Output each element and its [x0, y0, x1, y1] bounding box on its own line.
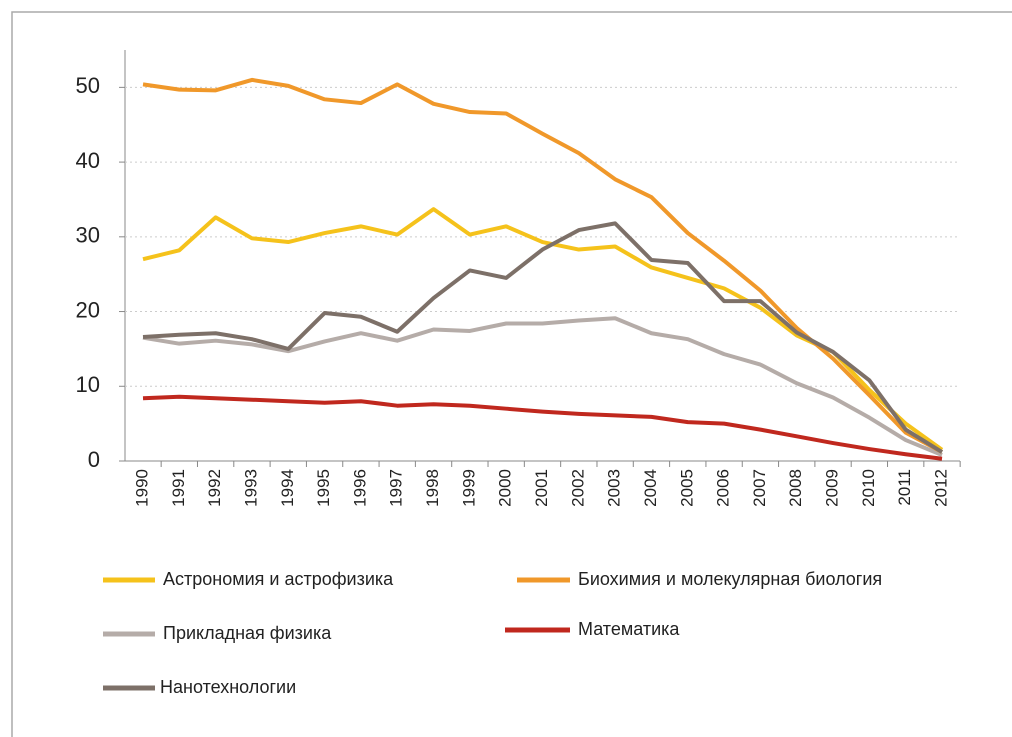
y-tick-label: 0 — [88, 447, 100, 472]
series-line — [142, 394, 943, 461]
x-tick-label: 1990 — [132, 469, 151, 507]
legend-label: Астрономия и астрофизика — [163, 569, 394, 589]
y-tick-label: 10 — [76, 372, 100, 397]
x-tick-label: 1991 — [169, 469, 188, 507]
legend-label: Математика — [578, 619, 680, 639]
y-tick-label: 30 — [76, 223, 100, 248]
x-tick-label: 2007 — [750, 469, 769, 507]
series-line — [142, 207, 944, 452]
x-tick-label: 1999 — [459, 469, 478, 507]
legend-label: Нанотехнологии — [160, 677, 296, 697]
x-tick-label: 2002 — [568, 469, 587, 507]
x-tick-label: 2012 — [931, 469, 950, 507]
legend-label: Прикладная физика — [163, 623, 332, 643]
x-tick-label: 2008 — [786, 469, 805, 507]
x-tick-label: 2011 — [895, 469, 914, 506]
x-tick-label: 2006 — [714, 469, 733, 507]
series-line — [142, 316, 943, 457]
y-tick-label: 50 — [76, 73, 100, 98]
x-tick-label: 2009 — [823, 469, 842, 507]
x-tick-label: 2004 — [641, 469, 660, 507]
y-tick-label: 40 — [76, 148, 100, 173]
x-tick-label: 1992 — [205, 469, 224, 507]
x-tick-label: 1997 — [387, 469, 406, 507]
x-tick-label: 1994 — [278, 469, 297, 507]
legend-label: Биохимия и молекулярная биология — [578, 569, 882, 589]
x-tick-label: 1996 — [350, 469, 369, 507]
x-tick-label: 2000 — [496, 469, 515, 507]
x-tick-label: 1995 — [314, 469, 333, 507]
x-tick-label: 2010 — [859, 469, 878, 507]
frame — [11, 11, 1012, 737]
y-tick-label: 20 — [76, 297, 100, 322]
x-tick-label: 1993 — [241, 469, 260, 507]
x-tick-label: 1998 — [423, 469, 442, 507]
series-line — [142, 221, 944, 454]
series-line — [142, 77, 943, 454]
x-tick-label: 2005 — [677, 469, 696, 507]
x-tick-label: 2003 — [605, 469, 624, 507]
x-tick-label: 2001 — [532, 469, 551, 507]
